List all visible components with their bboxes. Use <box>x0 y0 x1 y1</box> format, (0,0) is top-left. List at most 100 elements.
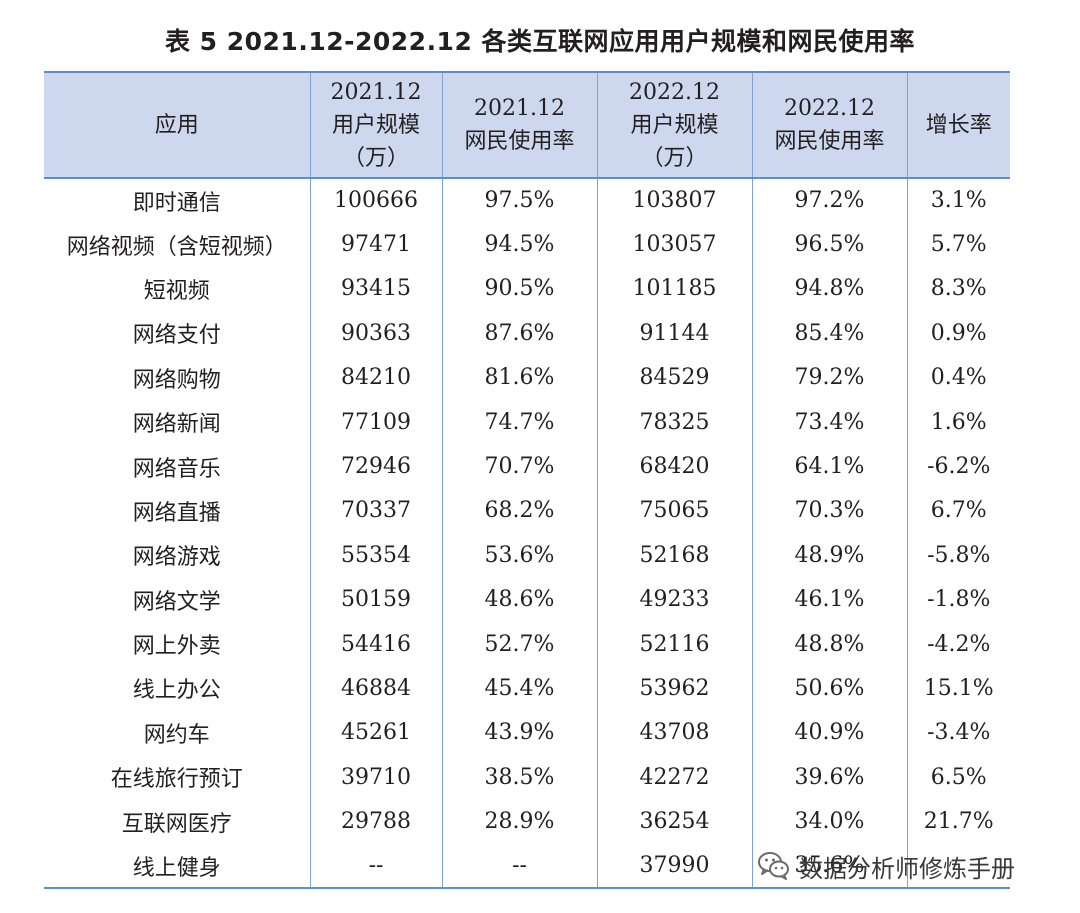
table-cell: 90.5% <box>441 266 597 312</box>
table-cell: 94.5% <box>441 222 597 267</box>
table-row: 网络直播 70337 68.2% 75065 70.3% 6.7% <box>44 488 1010 534</box>
column-header-line: （万） <box>641 145 708 171</box>
table-cell: 52168 <box>596 533 752 578</box>
app-name-cell: 网络文学 <box>132 589 221 615</box>
table-cell: 100666 <box>309 178 442 223</box>
table-cell: 3.1% <box>906 178 1010 223</box>
column-header: 2022.12 网民使用率 <box>751 71 907 179</box>
table-cell: 40.9% <box>751 710 907 756</box>
watermark-text: 数据分析师修炼手册 <box>799 854 1015 883</box>
app-name-cell: 网络新闻 <box>132 412 221 438</box>
table-cell: 52116 <box>596 621 752 667</box>
table-cell: 0.9% <box>906 311 1010 356</box>
table-row: 线上健身 -- -- 37990 35.6% <box>44 843 1010 890</box>
table-cell: 52.7% <box>441 621 597 667</box>
table-cell: 5.7% <box>906 222 1010 267</box>
table-cell: 34.0% <box>751 799 907 844</box>
table-cell: 85.4% <box>751 311 907 356</box>
table-cell: 43.9% <box>441 710 597 756</box>
table-cell: 42272 <box>596 755 752 800</box>
app-name-cell: 网络直播 <box>132 500 221 526</box>
header-row: 应用 2021.12 用户规模 （万） 2021.12 网民使用率 2022.12 用户规模 （… <box>44 71 1010 179</box>
watermark: 数据分析师修炼手册 <box>757 848 1015 884</box>
table-cell: 45261 <box>309 710 442 756</box>
table-cell: 72946 <box>309 444 442 489</box>
table-cell: 70337 <box>309 488 442 534</box>
column-header-line: 2022.12 <box>784 96 875 121</box>
table-cell: 74.7% <box>441 399 597 445</box>
app-name-cell: 网上外卖 <box>132 634 221 660</box>
table-row: 网约车 45261 43.9% 43708 40.9% -3.4% <box>44 710 1010 756</box>
column-header-line: 2022.12 <box>629 79 720 105</box>
table-row: 短视频 93415 90.5% 101185 94.8% 8.3% <box>44 266 1010 312</box>
column-header-line: 2021.12 <box>474 96 565 121</box>
wechat-icon <box>758 852 789 880</box>
column-header: 应用 <box>44 71 310 179</box>
table-cell: 97.5% <box>441 178 597 223</box>
table-cell: 49233 <box>596 577 752 622</box>
table-cell: 39710 <box>309 755 442 800</box>
table-row: 网络视频（含短视频） 97471 94.5% 103057 96.5% 5.7% <box>44 222 1010 267</box>
table-row: 即时通信 100666 97.5% 103807 97.2% 3.1% <box>44 178 1010 223</box>
table-cell: 39.6% <box>751 755 907 800</box>
table-cell: 73.4% <box>751 399 907 445</box>
table-cell: 46.1% <box>751 577 907 622</box>
table-cell: 91144 <box>596 311 752 356</box>
table-cell: 0.4% <box>906 355 1010 400</box>
table-cell: -- <box>309 843 442 890</box>
table-cell: 43708 <box>596 710 752 756</box>
table-cell: 93415 <box>309 266 442 312</box>
table-cell: 87.6% <box>441 311 597 356</box>
table-row: 网络音乐 72946 70.7% 68420 64.1% -6.2% <box>44 444 1010 489</box>
column-header-line: （万） <box>342 145 409 171</box>
table-cell: 103057 <box>596 222 752 267</box>
table-cell: -6.2% <box>906 444 1010 489</box>
table-row: 在线旅行预订 39710 38.5% 42272 39.6% 6.5% <box>44 755 1010 800</box>
column-header: 2022.12 用户规模 （万） <box>596 71 752 179</box>
table-cell: 101185 <box>596 266 752 312</box>
table-cell: 97471 <box>309 222 442 267</box>
table-cell: 45.4% <box>441 666 597 711</box>
table-row: 网络购物 84210 81.6% 84529 79.2% 0.4% <box>44 355 1010 400</box>
table-cell: 6.7% <box>906 488 1010 534</box>
table-cell: -3.4% <box>906 710 1010 756</box>
table-cell: 70.3% <box>751 488 907 534</box>
table-cell: 50159 <box>309 577 442 622</box>
app-name-cell: 网络游戏 <box>132 545 221 571</box>
table-cell: 97.2% <box>751 178 907 223</box>
column-header: 2021.12 用户规模 （万） <box>309 71 442 179</box>
table-cell <box>906 843 1010 890</box>
table-cell: 37990 <box>596 843 752 890</box>
column-header-line: 用户规模 <box>331 112 420 138</box>
table-cell: 1.6% <box>906 399 1010 445</box>
app-name-cell: 网约车 <box>143 722 210 748</box>
table-cell: 53962 <box>596 666 752 711</box>
column-header-line: 网民使用率 <box>774 129 885 154</box>
table-cell: 29788 <box>309 799 442 844</box>
app-name-cell: 短视频 <box>143 278 210 304</box>
table-cell: 15.1% <box>906 666 1010 711</box>
column-header-line: 2021.12 <box>330 79 422 105</box>
table-cell: 79.2% <box>751 355 907 400</box>
column-header-line: 增长率 <box>925 112 992 138</box>
table-cell: 68.2% <box>441 488 597 534</box>
table-cell: 77109 <box>309 399 442 445</box>
table-cell: 96.5% <box>751 222 907 267</box>
app-name-cell: 线上健身 <box>44 843 310 890</box>
table-cell: 54416 <box>309 621 442 667</box>
column-header: 2021.12 网民使用率 <box>441 71 597 179</box>
table-cell: 50.6% <box>751 666 907 711</box>
table-cell: 36254 <box>596 799 752 844</box>
table-cell: 90363 <box>309 311 442 356</box>
table-cell: 68420 <box>596 444 752 489</box>
table-cell: 28.9% <box>441 799 597 844</box>
table-cell: 48.8% <box>751 621 907 667</box>
column-header-line: 网民使用率 <box>464 129 575 154</box>
table-row: 网络游戏 55354 53.6% 52168 48.9% -5.8% <box>44 533 1010 578</box>
column-header-line: 用户规模 <box>630 112 719 138</box>
table-cell: 94.8% <box>751 266 907 312</box>
table-cell: -- <box>441 843 597 890</box>
table-cell: 103807 <box>596 178 752 223</box>
app-name-cell: 互联网医疗 <box>121 811 232 837</box>
app-name-cell: 网络购物 <box>132 367 221 393</box>
